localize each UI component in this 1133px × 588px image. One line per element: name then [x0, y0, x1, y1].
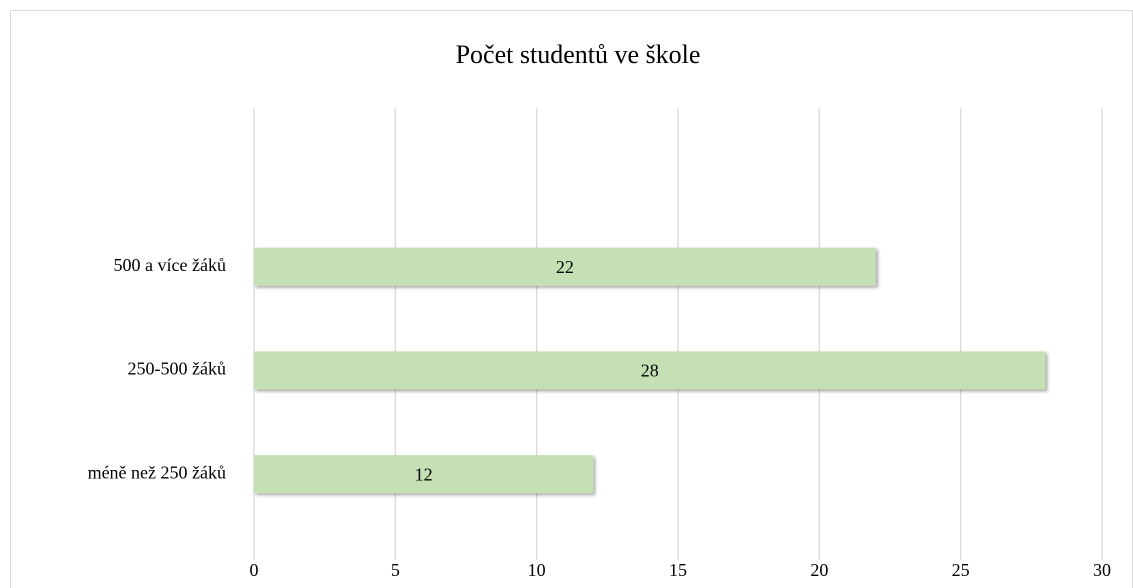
x-tick-label: 30: [1093, 560, 1111, 580]
data-label: 28: [641, 361, 659, 381]
x-tick-label: 15: [669, 560, 687, 580]
x-tick-label: 10: [528, 560, 546, 580]
bar: [254, 351, 1046, 390]
bar: [254, 455, 594, 494]
x-tick-label: 20: [810, 560, 828, 580]
y-tick-label: méně než 250 žáků: [88, 462, 226, 482]
x-tick-label: 25: [952, 560, 970, 580]
x-tick-label: 0: [250, 560, 259, 580]
y-tick-label: 500 a více žáků: [114, 255, 226, 275]
bar: [254, 247, 876, 286]
x-tick-label: 5: [391, 560, 400, 580]
chart-border: [10, 10, 1133, 588]
data-label: 22: [556, 257, 574, 277]
y-tick-label: 250-500 žáků: [128, 359, 226, 379]
data-label: 12: [415, 464, 433, 484]
chart-title: Počet studentů ve škole: [456, 40, 701, 69]
